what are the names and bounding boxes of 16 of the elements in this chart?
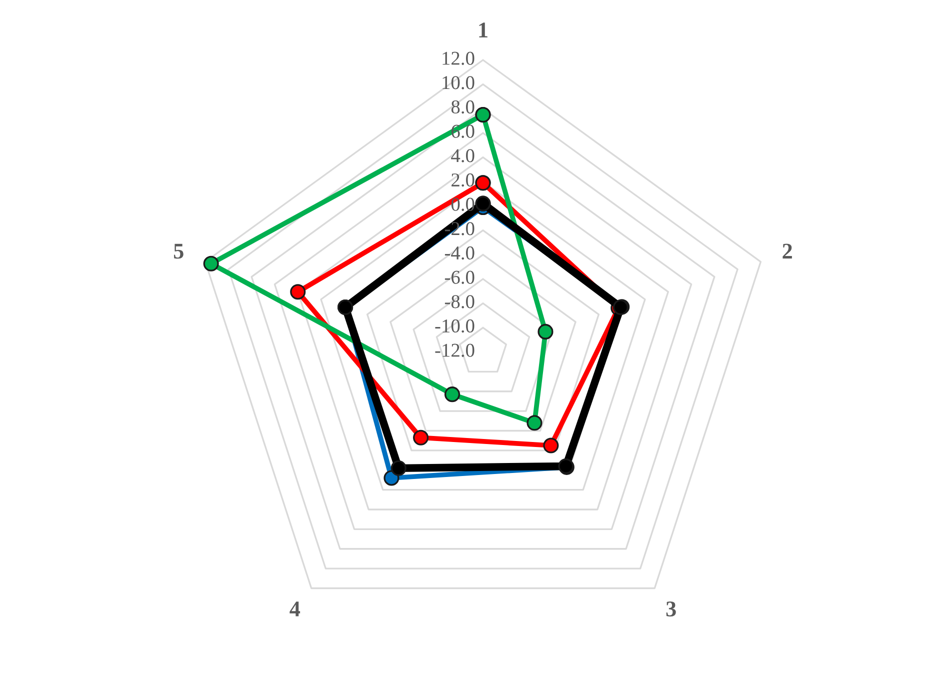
y-tick-label: 10.0 bbox=[442, 76, 474, 90]
spoke-label: 2 bbox=[782, 244, 792, 258]
y-tick-label: 12.0 bbox=[442, 52, 474, 65]
y-tick-label: -12.0 bbox=[435, 344, 474, 357]
y-tick-label: 4.0 bbox=[451, 149, 474, 162]
y-tick-label: -8.0 bbox=[444, 295, 474, 308]
y-tick-label: 0.0 bbox=[451, 198, 474, 211]
y-tick-label: -4.0 bbox=[444, 246, 474, 260]
y-tick-label: -6.0 bbox=[444, 270, 474, 284]
spoke-label: 1 bbox=[479, 22, 488, 38]
spoke-label: 3 bbox=[666, 602, 676, 616]
y-tick-label: 2.0 bbox=[452, 173, 474, 187]
y-tick-label: -10.0 bbox=[435, 319, 474, 333]
y-tick-label: 8.0 bbox=[451, 100, 474, 114]
spoke-label: 5 bbox=[174, 244, 184, 259]
spoke-label: 4 bbox=[290, 602, 300, 616]
